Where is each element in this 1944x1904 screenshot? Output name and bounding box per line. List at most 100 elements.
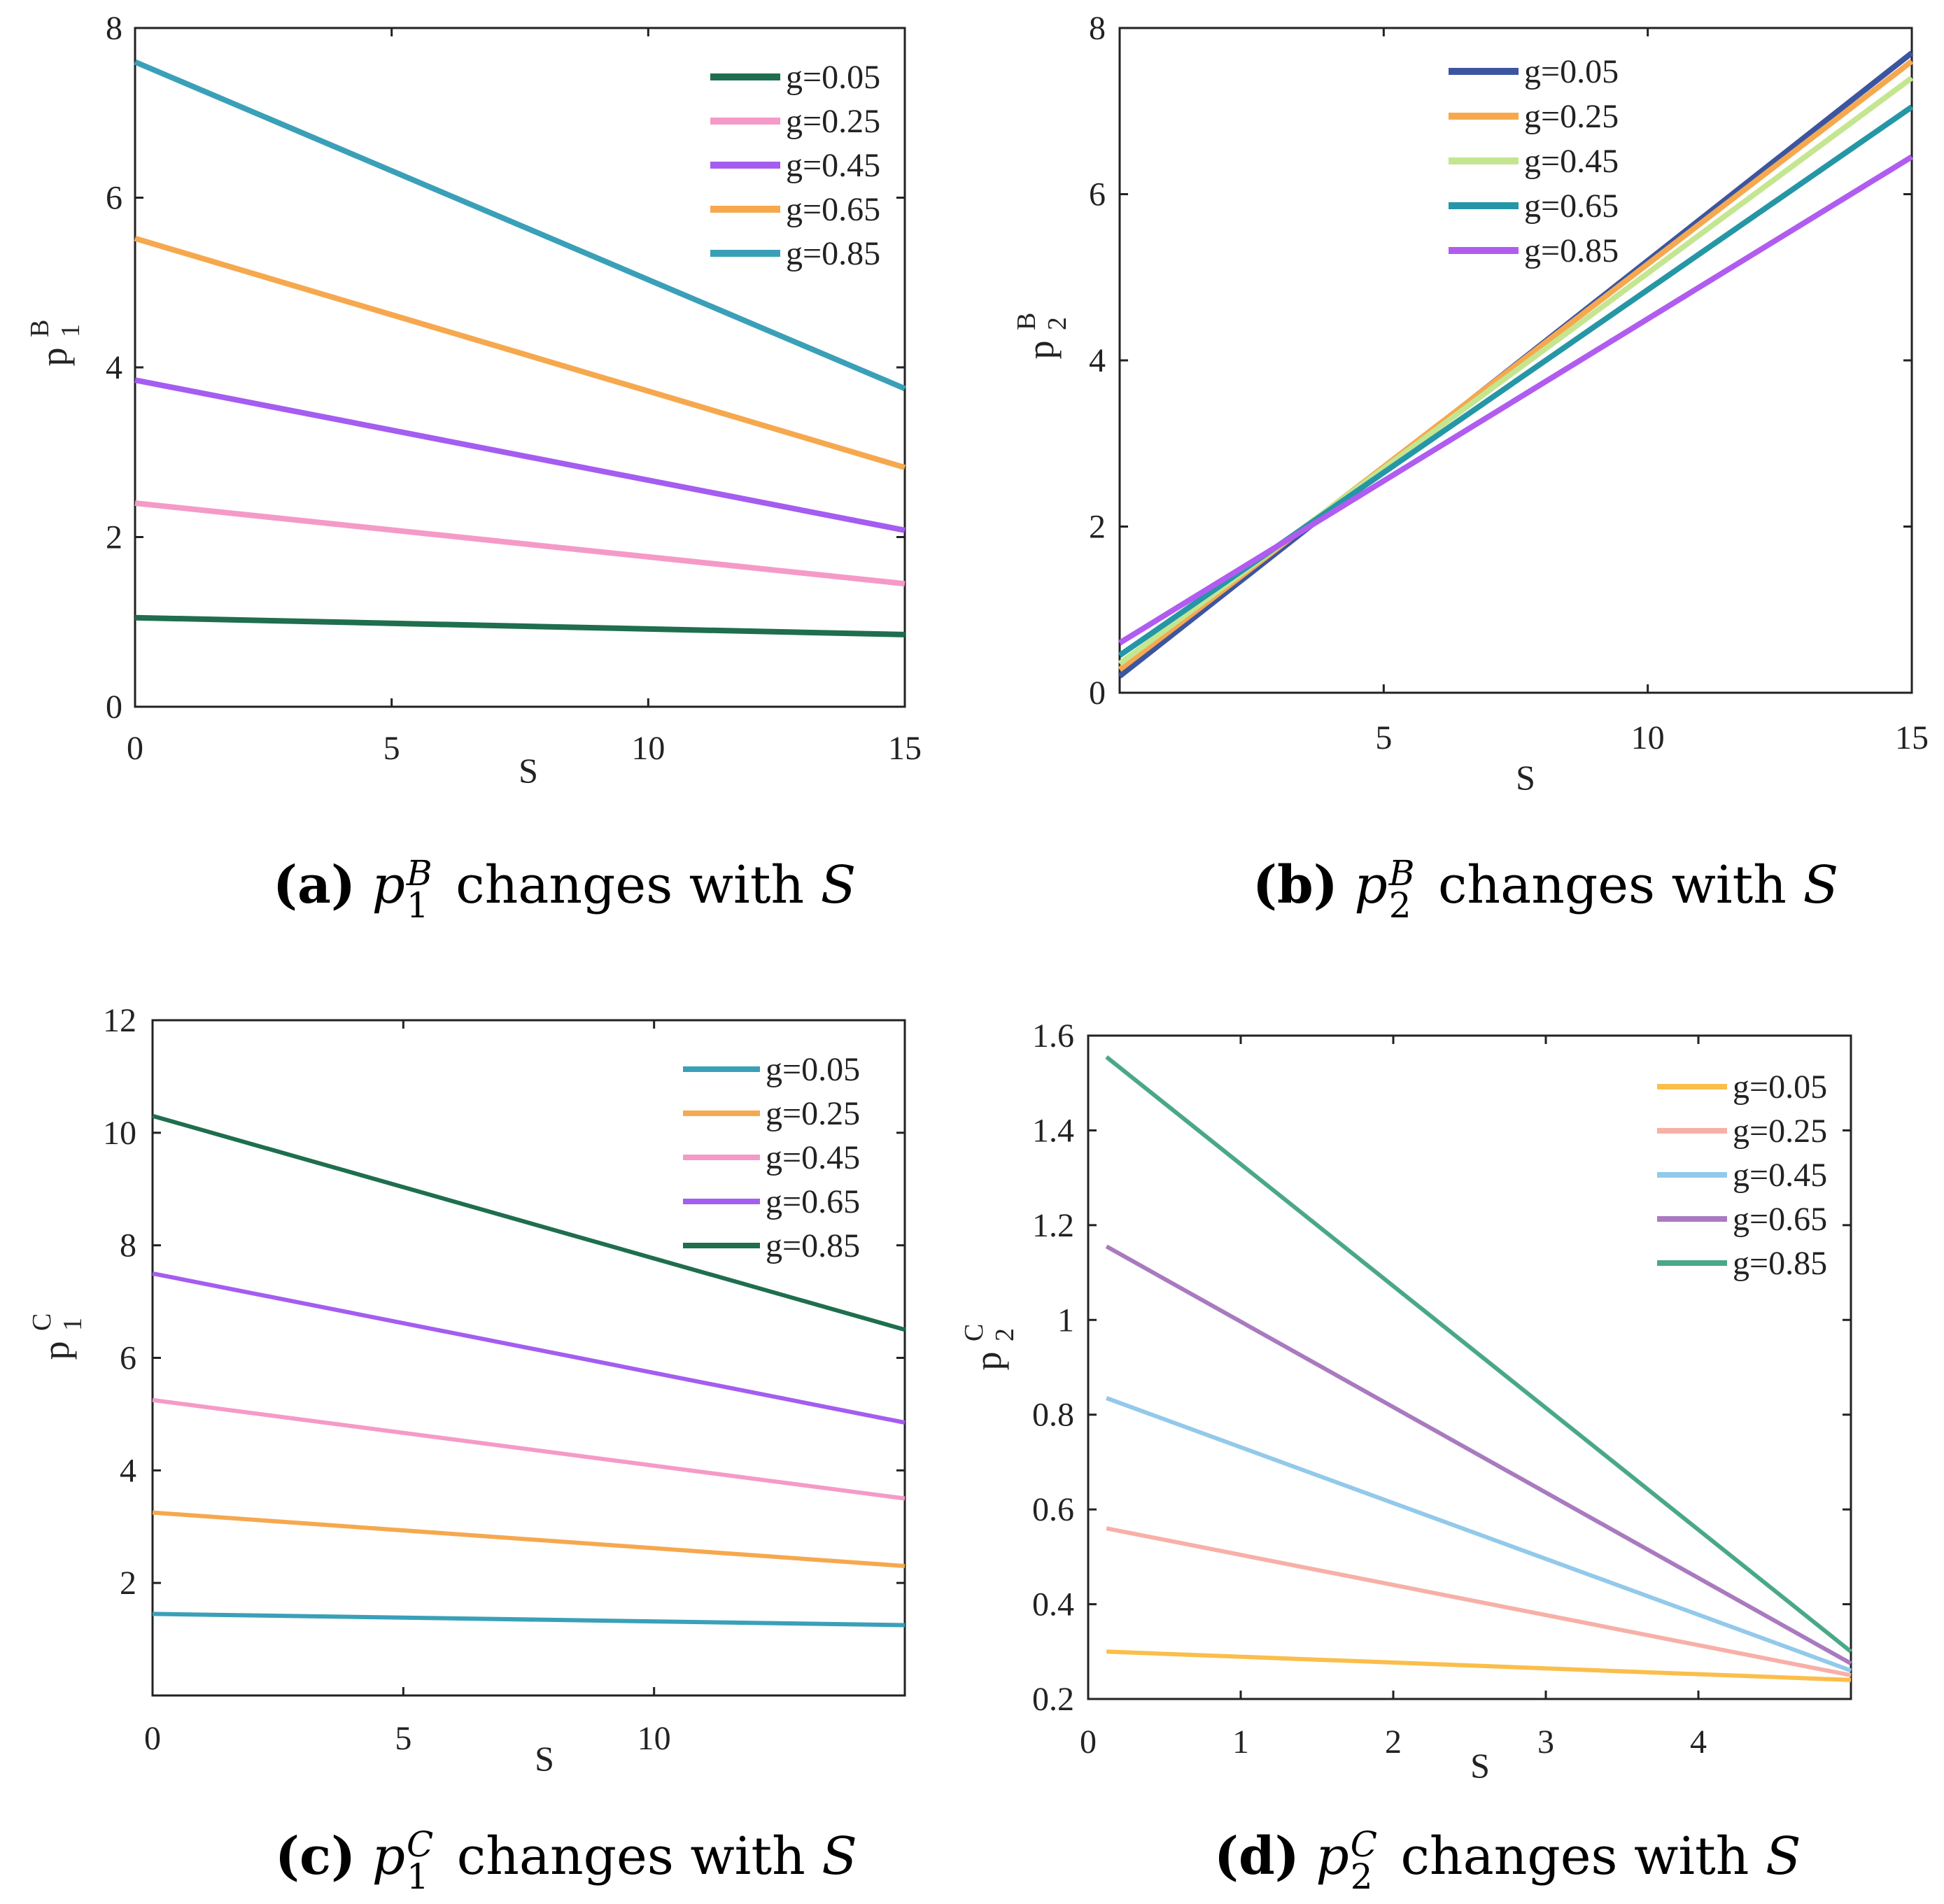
y-tick-label: 2 — [120, 1565, 136, 1602]
caption-symbol: p — [1354, 855, 1388, 915]
y-tick-label: 0 — [106, 689, 122, 726]
plot-frame — [1118, 27, 1913, 694]
y-axis-label: pB 1 — [25, 320, 85, 367]
legend-label: g=0.85 — [786, 235, 880, 272]
series-line-g=0.25 — [1106, 1526, 1852, 1678]
caption-mark: (a) — [273, 855, 355, 915]
y-axis-label-sup: B — [25, 320, 55, 337]
y-axis-label-sup: B — [1012, 313, 1041, 330]
series-line-g=0.25 — [152, 1510, 906, 1568]
caption-symbol: p — [372, 1826, 405, 1887]
caption-var: S — [1765, 1826, 1801, 1887]
y-tick-label: 0 — [1089, 675, 1106, 712]
y-tick-label: 4 — [106, 349, 122, 386]
series-line-g=0.05 — [134, 614, 906, 637]
x-tick-label: 3 — [1537, 1723, 1554, 1761]
y-tick-label: 4 — [1089, 342, 1106, 379]
caption-var: S — [822, 1826, 857, 1887]
y-tick-label: 0.2 — [1032, 1681, 1074, 1718]
x-tick-label: 5 — [383, 730, 400, 767]
caption-var: S — [820, 855, 857, 915]
caption-text: changes with — [456, 1826, 805, 1887]
legend-label: g=0.05 — [766, 1051, 860, 1088]
y-axis-label-sub: 2 — [990, 1328, 1020, 1341]
legend-label: g=0.05 — [1524, 53, 1619, 90]
x-tick-label: 15 — [888, 730, 922, 767]
y-tick-label: 8 — [120, 1227, 136, 1264]
legend-label: g=0.45 — [766, 1139, 860, 1176]
caption-mark: (d) — [1214, 1826, 1299, 1887]
y-tick-label: 0.4 — [1032, 1586, 1074, 1623]
y-tick-label: 0.8 — [1032, 1397, 1074, 1434]
legend-label: g=0.65 — [1733, 1201, 1827, 1238]
y-tick-label: 6 — [106, 180, 122, 217]
caption-sup: B — [406, 852, 432, 894]
legend-label: g=0.25 — [766, 1095, 860, 1132]
legend-label: g=0.85 — [766, 1227, 860, 1264]
y-axis-label-sub: 2 — [1043, 317, 1072, 330]
x-tick-label: 0 — [127, 730, 143, 767]
series-line-g=0.85 — [152, 1113, 906, 1332]
x-tick-label: 10 — [631, 730, 665, 767]
series-line-g=0.85 — [1105, 1055, 1852, 1653]
y-tick-label: 4 — [120, 1452, 136, 1489]
legend-label: g=0.85 — [1733, 1245, 1827, 1282]
chart-a: 0 2 4 6 8 0 5 10 15 SpB 1 g=0.05 g=0.25 g=0.45 g=0.65 g… — [25, 10, 922, 790]
caption-sup: C — [407, 1824, 434, 1865]
y-axis-label: pC 1 — [27, 1313, 87, 1360]
y-tick-label: 1.2 — [1032, 1207, 1074, 1244]
y-tick-label: 6 — [1089, 176, 1106, 213]
caption-text: changes with — [1437, 855, 1787, 915]
series-line-g=0.65 — [1105, 1244, 1852, 1665]
y-tick-label: 0.6 — [1032, 1491, 1074, 1528]
x-tick-label: 10 — [1631, 719, 1665, 756]
legend-label: g=0.25 — [786, 103, 880, 140]
x-tick-label: 5 — [395, 1720, 411, 1757]
legend-label: g=0.65 — [1524, 188, 1619, 225]
caption-sup: B — [1388, 852, 1415, 894]
series-line-g=0.05 — [152, 1612, 906, 1628]
x-tick-label: 15 — [1895, 719, 1929, 756]
caption-symbol: p — [1316, 1826, 1349, 1887]
chart-c: 2 4 6 8 10 12 0 5 10 SpC 1 g=0.05 g=0.25 g=0.45 g=0.65… — [27, 1002, 906, 1778]
y-tick-label: 2 — [1089, 509, 1106, 546]
legend-label: g=0.45 — [786, 147, 880, 184]
x-tick-label: 0 — [1080, 1723, 1097, 1761]
x-tick-label: 5 — [1375, 719, 1392, 756]
x-tick-label: 4 — [1690, 1723, 1707, 1761]
x-axis-label: S — [1516, 758, 1535, 797]
caption-text: changes with — [1400, 1826, 1749, 1887]
caption-text: changes with — [456, 855, 805, 915]
caption-mark: (b) — [1253, 855, 1338, 915]
y-tick-label: 1 — [1057, 1302, 1074, 1339]
legend-label: g=0.05 — [786, 59, 880, 96]
y-tick-label: 8 — [1089, 10, 1106, 47]
legend-label: g=0.45 — [1733, 1157, 1827, 1194]
series-line-g=0.45 — [1106, 1396, 1852, 1673]
x-tick-label: 10 — [638, 1720, 671, 1757]
x-axis-label: S — [519, 751, 538, 790]
y-tick-label: 1.6 — [1032, 1017, 1074, 1055]
y-tick-label: 10 — [103, 1115, 136, 1152]
legend-label: g=0.25 — [1524, 98, 1619, 135]
caption-var: S — [1803, 855, 1839, 915]
legend-label: g=0.85 — [1524, 232, 1619, 269]
y-axis-label: pB 2 — [1012, 313, 1072, 360]
series-line-g=0.25 — [134, 500, 906, 587]
y-axis-label-base: p — [1020, 341, 1062, 360]
series-line-g=0.05 — [1106, 1649, 1852, 1682]
caption-sub: 1 — [407, 1856, 429, 1897]
y-axis-label-base: p — [967, 1352, 1009, 1371]
caption-sub: 2 — [1350, 1856, 1373, 1897]
caption-symbol: p — [372, 855, 405, 915]
series-line-g=0.85 — [134, 59, 906, 391]
legend-label: g=0.65 — [766, 1183, 860, 1220]
y-axis-label: pC 2 — [959, 1324, 1020, 1371]
series-line-g=0.65 — [152, 1271, 906, 1425]
